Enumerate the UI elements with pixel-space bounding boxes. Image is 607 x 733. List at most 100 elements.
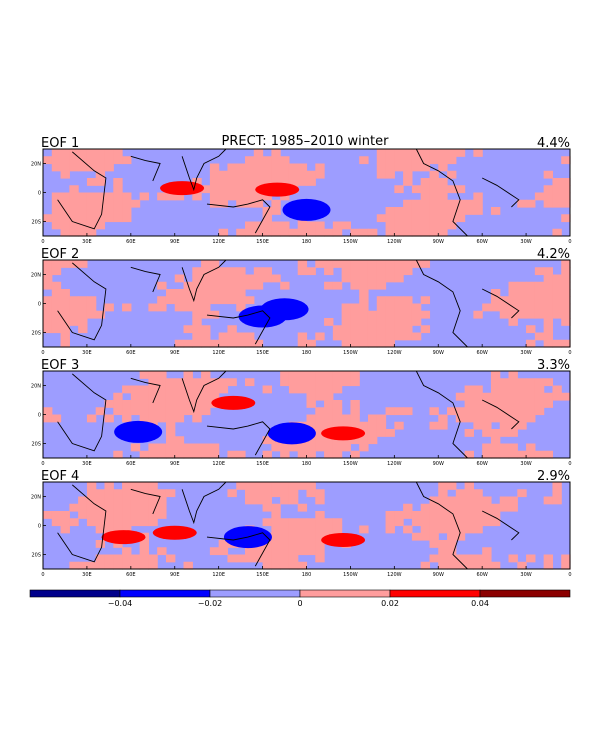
field-cell-positive — [376, 274, 387, 283]
field-cell-positive — [174, 385, 185, 394]
field-cell-positive — [561, 274, 571, 283]
field-cell-positive — [51, 310, 62, 319]
field-cell-positive — [376, 170, 387, 179]
field-cell-positive — [253, 339, 264, 348]
field-cell-positive — [341, 339, 352, 348]
field-cell-positive — [306, 385, 316, 394]
field-cell-positive — [165, 385, 176, 394]
field-cell-positive — [306, 436, 316, 445]
lon-tick-label: 0 — [568, 461, 571, 467]
eof-panel-4: EOF 4 2.9% 20N 0 20S 0 30E 60E 90E 120E 150E 180 150… — [31, 469, 572, 578]
field-cell-positive — [367, 228, 378, 237]
field-cell-positive — [148, 450, 158, 459]
field-cell-positive — [403, 221, 413, 230]
field-cell-positive — [552, 178, 562, 186]
field-cell-positive — [245, 378, 255, 387]
field-cell-positive — [122, 489, 132, 498]
field-cell-positive — [403, 525, 413, 534]
field-cell-positive — [385, 332, 395, 341]
field-cell-positive — [165, 192, 176, 201]
field-cell-positive — [376, 318, 387, 326]
field-cell-positive — [218, 192, 229, 201]
field-cell-positive — [157, 400, 167, 408]
field-cell-positive — [438, 547, 448, 556]
field-cell-positive — [218, 185, 229, 194]
field-cell-positive — [403, 267, 413, 276]
field-cell-positive — [192, 339, 202, 348]
field-cell-positive — [51, 207, 62, 215]
field-cell-positive — [139, 414, 149, 423]
field-cell-positive — [552, 296, 562, 305]
field-cell-positive — [359, 274, 369, 283]
field-cell-positive — [69, 303, 79, 312]
field-cell-positive — [350, 371, 360, 379]
field-cell-positive — [43, 407, 53, 416]
field-cell-positive — [280, 163, 290, 172]
field-cell-positive — [543, 318, 554, 326]
field-cell-positive — [517, 561, 527, 570]
field-cell-positive — [51, 318, 62, 326]
field-cell-positive — [227, 296, 237, 305]
field-cell-positive — [499, 421, 510, 430]
field-cell-positive — [447, 156, 457, 165]
field-cell-positive — [403, 149, 413, 157]
field-cell-positive — [262, 450, 272, 459]
field-cell-positive — [130, 489, 141, 498]
field-cell-positive — [324, 318, 334, 326]
field-cell-positive — [271, 525, 281, 534]
field-cell-positive — [403, 503, 413, 512]
field-cell-positive — [561, 339, 571, 348]
field-cell-positive — [51, 221, 62, 230]
field-cell-positive — [394, 163, 404, 172]
field-cell-positive — [130, 392, 141, 401]
field-cell-positive — [262, 554, 272, 563]
positive-anomaly-center — [160, 181, 205, 196]
field-cell-positive — [473, 192, 483, 201]
field-cell-positive — [218, 289, 229, 297]
field-cell-positive — [403, 407, 413, 416]
field-cell-positive — [86, 192, 97, 201]
field-cell-positive — [385, 156, 395, 165]
field-cell-positive — [174, 407, 185, 416]
field-cell-positive — [429, 178, 439, 186]
field-cell-positive — [315, 378, 325, 387]
field-cell-positive — [543, 496, 554, 505]
field-cell-positive — [341, 310, 352, 319]
field-cell-positive — [192, 414, 202, 423]
field-cell-positive — [262, 496, 272, 505]
field-cell-positive — [490, 385, 501, 394]
field-cell-positive — [552, 385, 562, 394]
field-cell-positive — [157, 378, 167, 387]
field-cell-positive — [236, 554, 246, 563]
field-cell-positive — [482, 443, 492, 452]
field-cell-positive — [482, 392, 492, 401]
field-cell-positive — [332, 525, 343, 534]
field-cell-positive — [490, 400, 501, 408]
field-cell-positive — [113, 561, 123, 570]
lon-tick-label: 0 — [568, 239, 571, 245]
field-cell-positive — [394, 260, 404, 268]
field-cell-positive — [60, 289, 70, 297]
field-cell-positive — [280, 192, 290, 201]
colorbar-segment — [479, 589, 571, 598]
field-cell-positive — [86, 414, 97, 423]
field-cell-positive — [464, 199, 474, 208]
field-cell-positive — [95, 407, 106, 416]
field-cell-positive — [394, 332, 404, 341]
field-cell-positive — [183, 303, 193, 312]
field-cell-positive — [174, 450, 185, 459]
field-cell-positive — [350, 325, 360, 334]
lon-tick-label: 120W — [387, 461, 402, 467]
field-cell-positive — [104, 496, 114, 505]
field-cell-positive — [438, 421, 448, 430]
field-cell-positive — [561, 296, 571, 305]
field-cell-positive — [297, 228, 308, 237]
field-cell-positive — [359, 318, 369, 326]
field-cell-positive — [359, 267, 369, 276]
field-cell-positive — [60, 332, 70, 341]
field-cell-positive — [420, 503, 431, 512]
field-cell-positive — [271, 170, 281, 179]
field-cell-positive — [385, 339, 395, 348]
field-cell-positive — [227, 267, 237, 276]
field-cell-positive — [490, 303, 501, 312]
